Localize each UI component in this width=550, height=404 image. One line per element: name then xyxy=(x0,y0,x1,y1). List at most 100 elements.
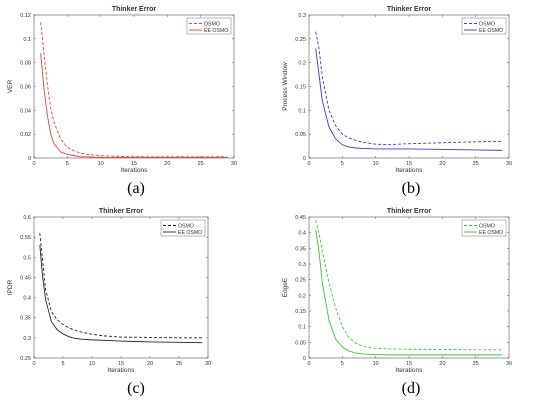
y-tick-label: 0 xyxy=(303,356,306,362)
plot-area-frame xyxy=(308,14,510,159)
y-tick-label: 0.15 xyxy=(295,85,306,91)
x-tick-label: 20 xyxy=(439,361,445,367)
x-tick-label: 25 xyxy=(176,361,182,367)
y-tick-label: 0.35 xyxy=(295,246,306,252)
x-tick-label: 15 xyxy=(406,161,412,167)
y-tick-label: 0.35 xyxy=(20,316,31,322)
y-tick-label: 0.1 xyxy=(298,108,306,114)
chart-panel-a: Thinker Error 0 5 10 15 20 25 30 0 0.02 0.04 0.06 0.… xyxy=(0,0,275,202)
x-tick-label: 5 xyxy=(341,361,344,367)
caption-c: (c) xyxy=(127,380,145,397)
y-tick-label: 0.02 xyxy=(20,132,31,138)
x-tick-label: 10 xyxy=(89,361,95,367)
legend-label: OSMO xyxy=(178,224,194,230)
x-tick-label: 0 xyxy=(307,361,310,367)
caption-d: (d) xyxy=(401,380,421,397)
x-axis-label: Iterations xyxy=(396,167,423,174)
x-tick-label: 20 xyxy=(147,361,153,367)
y-tick-label: 0.45 xyxy=(20,275,31,281)
y-tick-label: 0.55 xyxy=(20,235,31,241)
chart-a: Thinker Error 0 5 10 15 20 25 30 0 0.02 0.04 0.06 0.… xyxy=(7,6,237,174)
series-line-osmo xyxy=(40,22,228,158)
legend-label: OSMO xyxy=(479,22,495,28)
y-tick-label: 0.4 xyxy=(298,231,306,237)
x-tick-label: 15 xyxy=(406,361,412,367)
y-tick-label: 0.1 xyxy=(23,37,31,43)
x-tick-label: 0 xyxy=(32,361,35,367)
y-tick-label: 0.06 xyxy=(20,85,31,91)
chart-panel-b: Thinker Error 0 5 10 15 20 25 30 0 0.05 0.1 0.15 0.2… xyxy=(275,0,550,202)
x-tick-label: 30 xyxy=(231,161,237,167)
chart-panel-d: Thinker Error 0 5 10 15 20 25 30 0 0.05 0.1 0.15 0.2… xyxy=(275,202,550,404)
series-line-ee-osmo xyxy=(315,229,503,356)
legend-label: EE OSMO xyxy=(479,28,503,34)
y-tick-label: 0.3 xyxy=(298,262,306,268)
chart-panel-c: Thinker Error 0 5 10 15 20 25 30 0.25 0.3 0.35 0.4 0… xyxy=(0,202,275,404)
x-tick-label: 30 xyxy=(506,161,512,167)
y-tick-label: 0.05 xyxy=(295,132,306,138)
y-tick-label: 0.25 xyxy=(295,278,306,284)
caption-a: (a) xyxy=(127,180,145,197)
chart-d: Thinker Error 0 5 10 15 20 25 30 0 0.05 0.1 0.15 0.2… xyxy=(282,208,512,374)
y-tick-label: 0.3 xyxy=(298,13,306,19)
y-axis-label: IPDR xyxy=(7,279,14,295)
x-tick-label: 0 xyxy=(32,161,35,167)
x-tick-label: 5 xyxy=(341,161,344,167)
chart-title: Thinker Error xyxy=(387,6,432,13)
series-line-ee-osmo xyxy=(315,48,503,151)
y-tick-label: 0.2 xyxy=(298,61,306,67)
x-tick-label: 25 xyxy=(198,161,204,167)
y-tick-label: 0 xyxy=(303,156,306,162)
y-tick-label: 0.6 xyxy=(23,215,31,221)
x-tick-label: 15 xyxy=(131,161,137,167)
y-tick-label: 0.25 xyxy=(295,37,306,43)
y-tick-label: 0.5 xyxy=(23,255,31,261)
y-axis-label: VER xyxy=(7,80,14,94)
legend-label: OSMO xyxy=(479,224,495,230)
chart-title: Thinker Error xyxy=(99,208,144,215)
y-tick-label: 0.45 xyxy=(295,215,306,221)
legend-label: EE OSMO xyxy=(178,230,202,236)
x-tick-label: 15 xyxy=(118,361,124,367)
x-axis-label: Iterations xyxy=(396,367,423,374)
series-line-osmo xyxy=(39,233,203,339)
x-tick-label: 20 xyxy=(164,161,170,167)
x-tick-label: 0 xyxy=(307,161,310,167)
x-tick-label: 10 xyxy=(373,161,379,167)
y-axis-label: EdgeE xyxy=(282,277,289,297)
series-line-ee-osmo xyxy=(39,245,203,344)
y-tick-label: 0.4 xyxy=(23,296,31,302)
y-axis-label: Process Window xyxy=(282,62,289,111)
chart-title: Thinker Error xyxy=(387,208,432,215)
series-line-osmo xyxy=(315,220,503,351)
chart-c: Thinker Error 0 5 10 15 20 25 30 0.25 0.3 0.35 0.4 0… xyxy=(7,208,211,374)
y-tick-label: 0.04 xyxy=(20,108,31,114)
x-tick-label: 10 xyxy=(98,161,104,167)
x-tick-label: 5 xyxy=(61,361,64,367)
x-tick-label: 10 xyxy=(373,361,379,367)
x-tick-label: 30 xyxy=(205,361,211,367)
y-tick-label: 0.1 xyxy=(298,325,306,331)
caption-b: (b) xyxy=(401,180,421,197)
chart-b: Thinker Error 0 5 10 15 20 25 30 0 0.05 0.1 0.15 0.2… xyxy=(282,6,512,174)
y-tick-label: 0.3 xyxy=(23,336,31,342)
legend-label: EE OSMO xyxy=(479,230,503,236)
x-tick-label: 30 xyxy=(506,361,512,367)
y-tick-label: 0.25 xyxy=(20,356,31,362)
y-tick-label: 0 xyxy=(28,156,31,162)
x-axis-label: Iterations xyxy=(108,367,135,374)
y-tick-label: 0.15 xyxy=(295,309,306,315)
series-line-osmo xyxy=(315,31,503,146)
legend-label: OSMO xyxy=(204,22,220,28)
x-tick-label: 20 xyxy=(439,161,445,167)
chart-title: Thinker Error xyxy=(112,6,157,13)
y-tick-label: 0.12 xyxy=(20,13,31,19)
legend-label: EE OSMO xyxy=(204,28,228,34)
x-tick-label: 25 xyxy=(473,161,479,167)
x-tick-label: 25 xyxy=(473,361,479,367)
series-line-ee-osmo xyxy=(40,53,228,158)
y-tick-label: 0.05 xyxy=(295,340,306,346)
